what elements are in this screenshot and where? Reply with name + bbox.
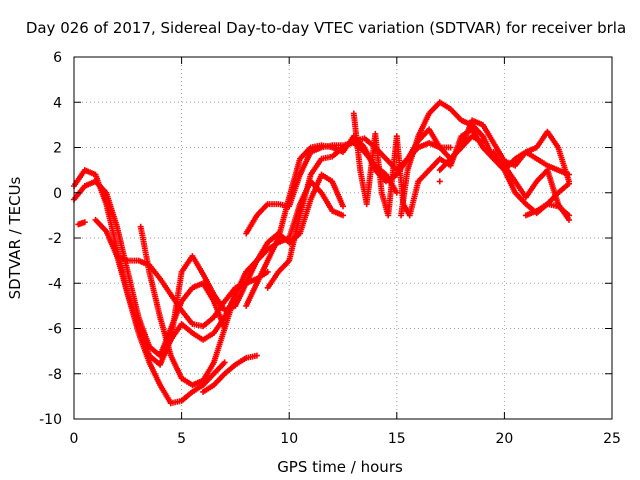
series-outlier <box>436 178 443 185</box>
series-arc5 <box>200 352 260 395</box>
y-tick-label: 4 <box>53 95 62 111</box>
series-arc3 <box>75 219 88 228</box>
y-tick-label: -8 <box>48 367 62 383</box>
axis-ticks <box>73 56 613 420</box>
y-tick-label: 6 <box>53 50 62 66</box>
y-tick-label: -6 <box>48 322 62 338</box>
y-tick-label: 2 <box>53 141 62 157</box>
x-tick-label: 15 <box>388 431 406 447</box>
x-tick-label: 10 <box>280 431 298 447</box>
y-tick-label: -4 <box>48 276 62 292</box>
tick-labels: 0 5 10 15 20 25 -10 -8 -6 -4 -2 0 2 4 6 <box>39 50 621 447</box>
series-arc9 <box>243 140 400 237</box>
y-axis-label: SDTVAR / TECUs <box>6 176 24 299</box>
x-axis-label: GPS time / hours <box>277 458 403 476</box>
y-tick-label: -10 <box>39 412 62 428</box>
chart-title: Day 026 of 2017, Sidereal Day-to-day VTE… <box>26 19 626 37</box>
series-arc4 <box>92 216 228 407</box>
series-arc13 <box>398 99 572 219</box>
x-tick-label: 20 <box>495 431 513 447</box>
series-arc15 <box>436 117 572 185</box>
series-arc10 <box>243 133 454 309</box>
y-tick-label: 0 <box>53 186 62 202</box>
series-arc8 <box>167 171 346 343</box>
y-tick-label: -2 <box>48 231 62 247</box>
x-tick-label: 25 <box>603 431 621 447</box>
x-tick-label: 0 <box>70 431 79 447</box>
series-group <box>71 99 572 407</box>
series-arc17 <box>522 201 572 219</box>
x-tick-label: 5 <box>177 431 186 447</box>
grid <box>74 57 612 419</box>
